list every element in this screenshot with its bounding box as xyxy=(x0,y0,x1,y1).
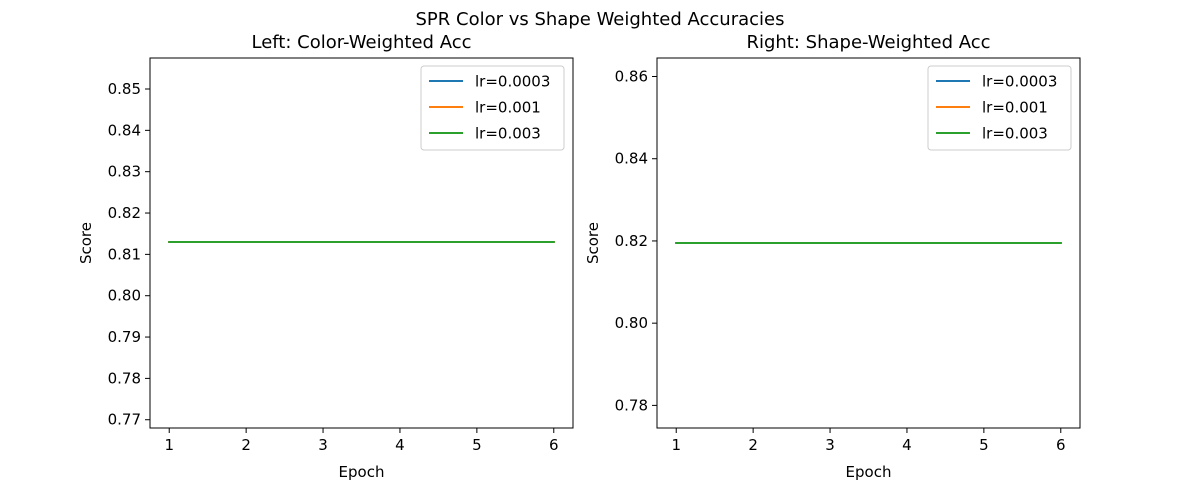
left-x-tick-label: 6 xyxy=(549,436,559,454)
left-y-axis-label: Score xyxy=(77,222,95,264)
left-y-tick-label: 0.84 xyxy=(108,121,141,139)
right-x-tick-label: 3 xyxy=(825,436,835,454)
right-y-tick-label: 0.82 xyxy=(615,232,648,250)
right-x-axis-label: Epoch xyxy=(846,463,892,480)
left-x-tick-label: 1 xyxy=(164,436,174,454)
left-y-tick-label: 0.81 xyxy=(108,245,141,263)
right-x-tick-label: 1 xyxy=(671,436,681,454)
right-y-tick-label: 0.80 xyxy=(615,314,648,332)
right-legend-label-2: lr=0.003 xyxy=(982,125,1048,143)
right-legend-label-1: lr=0.001 xyxy=(982,99,1048,117)
right-plot-frame xyxy=(656,57,1081,429)
left-y-tick-label: 0.82 xyxy=(108,204,141,222)
left-x-tick-label: 5 xyxy=(472,436,482,454)
left-legend-label-1: lr=0.001 xyxy=(475,99,541,117)
right-y-axis-label: Score xyxy=(584,222,602,264)
left-legend: lr=0.0003 lr=0.001 lr=0.003 xyxy=(420,65,565,151)
left-legend-label-2: lr=0.003 xyxy=(475,125,541,143)
left-y-tick-label: 0.77 xyxy=(108,411,141,429)
left-x-tick-label: 2 xyxy=(241,436,251,454)
right-y-tick-label: 0.84 xyxy=(615,150,648,168)
figure-suptitle: SPR Color vs Shape Weighted Accuracies xyxy=(416,9,785,30)
right-x-tick-label: 5 xyxy=(979,436,989,454)
right-y-tick-label: 0.86 xyxy=(615,68,648,86)
left-y-tick-label: 0.85 xyxy=(108,80,141,98)
left-chart-title: Left: Color-Weighted Acc xyxy=(252,32,472,53)
right-x-tick-label: 6 xyxy=(1056,436,1066,454)
right-chart-title: Right: Shape-Weighted Acc xyxy=(746,32,990,53)
right-x-tick-label: 4 xyxy=(902,436,912,454)
left-y-tick-label: 0.78 xyxy=(108,369,141,387)
left-legend-box xyxy=(420,65,565,151)
right-y-tick-label: 0.78 xyxy=(615,396,648,414)
left-y-tick-label: 0.79 xyxy=(108,328,141,346)
left-y-tick-label: 0.83 xyxy=(108,163,141,181)
right-legend-label-0: lr=0.0003 xyxy=(982,73,1057,91)
left-x-tick-label: 4 xyxy=(395,436,405,454)
left-y-tick-label: 0.80 xyxy=(108,287,141,305)
right-x-tick-label: 2 xyxy=(748,436,758,454)
left-chart: Left: Color-Weighted Acc 1 2 3 4 5 6 0.77 0.78 0.… xyxy=(77,32,574,480)
left-x-tick-label: 3 xyxy=(318,436,328,454)
left-plot-frame xyxy=(149,57,574,429)
right-chart: Right: Shape-Weighted Acc 1 2 3 4 5 6 0.78 0.80 0… xyxy=(584,32,1081,480)
right-legend: lr=0.0003 lr=0.001 lr=0.003 xyxy=(927,65,1072,151)
left-x-axis-label: Epoch xyxy=(339,463,385,480)
right-legend-box xyxy=(927,65,1072,151)
left-legend-label-0: lr=0.0003 xyxy=(475,73,550,91)
